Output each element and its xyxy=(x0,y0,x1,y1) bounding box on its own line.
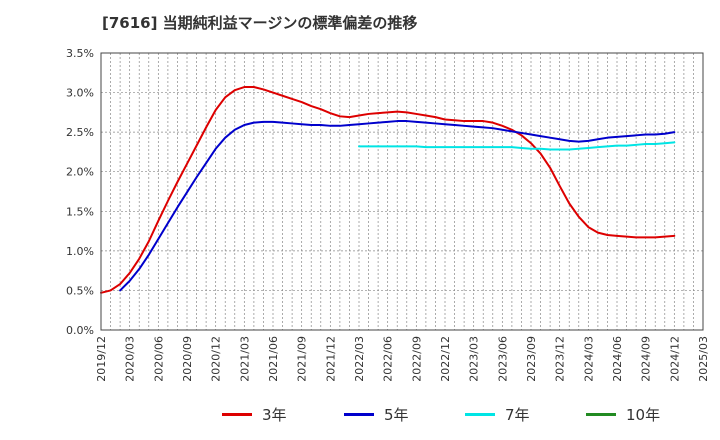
x-tick-label: 2022/09 xyxy=(410,336,423,382)
series-lines xyxy=(100,86,676,294)
series-line-3年 xyxy=(100,86,676,294)
chart-title: [7616] 当期純利益マージンの標準偏差の推移 xyxy=(102,14,418,32)
plot-area-background xyxy=(101,53,703,330)
legend-swatch xyxy=(465,412,495,416)
legend-label: 7年 xyxy=(505,405,530,424)
grid-lines xyxy=(101,53,703,330)
x-tick-label: 2022/12 xyxy=(439,336,452,382)
x-tick-label: 2024/12 xyxy=(668,336,681,382)
y-tick-label: 0.0% xyxy=(66,324,94,337)
x-tick-label: 2023/03 xyxy=(468,336,481,382)
y-tick-label: 2.5% xyxy=(66,126,94,139)
series-line-5年 xyxy=(119,120,676,292)
x-tick-label: 2020/12 xyxy=(210,336,223,382)
x-tick-label: 2021/12 xyxy=(324,336,337,382)
y-tick-label: 1.5% xyxy=(66,205,94,218)
legend: 3年 5年 7年 10年 xyxy=(0,402,720,426)
legend-swatch xyxy=(586,412,616,416)
x-tick-label: 2019/12 xyxy=(95,336,108,382)
x-tick-label: 2022/06 xyxy=(382,336,395,382)
x-tick-label: 2024/03 xyxy=(582,336,595,382)
legend-item: 10年 xyxy=(586,402,660,426)
y-tick-label: 3.0% xyxy=(66,87,94,100)
y-tick-label: 2.0% xyxy=(66,166,94,179)
legend-swatch xyxy=(344,412,374,416)
x-tick-label: 2023/06 xyxy=(496,336,509,382)
legend-item: 3年 xyxy=(222,402,287,426)
x-tick-label: 2025/03 xyxy=(697,336,710,382)
x-tick-label: 2020/09 xyxy=(181,336,194,382)
legend-swatch xyxy=(222,412,252,416)
legend-label: 3年 xyxy=(262,405,287,424)
x-tick-label: 2022/03 xyxy=(353,336,366,382)
y-tick-label: 3.5% xyxy=(66,47,94,60)
y-tick-label: 0.5% xyxy=(66,284,94,297)
legend-item: 7年 xyxy=(465,402,530,426)
x-tick-label: 2024/09 xyxy=(640,336,653,382)
y-axis-tick-labels: 0.0% 0.5% 1.0% 1.5% 2.0% 2.5% 3.0% 3.5% xyxy=(66,47,94,337)
plot-area-border xyxy=(100,52,704,331)
legend-label: 10年 xyxy=(626,405,661,424)
x-tick-label: 2021/09 xyxy=(296,336,309,382)
legend-label: 5年 xyxy=(384,405,409,424)
x-tick-label: 2021/06 xyxy=(267,336,280,382)
series-line-7年 xyxy=(358,141,676,151)
y-tick-label: 1.0% xyxy=(66,245,94,258)
x-tick-label: 2024/06 xyxy=(611,336,624,382)
x-tick-label: 2020/03 xyxy=(124,336,137,382)
x-tick-label: 2020/06 xyxy=(152,336,165,382)
x-tick-label: 2023/12 xyxy=(554,336,567,382)
x-tick-label: 2021/03 xyxy=(238,336,251,382)
legend-item: 5年 xyxy=(344,402,409,426)
x-axis-tick-labels: 2019/12 2020/03 2020/06 2020/09 2020/12 2021/… xyxy=(95,336,710,382)
x-tick-label: 2023/09 xyxy=(525,336,538,382)
